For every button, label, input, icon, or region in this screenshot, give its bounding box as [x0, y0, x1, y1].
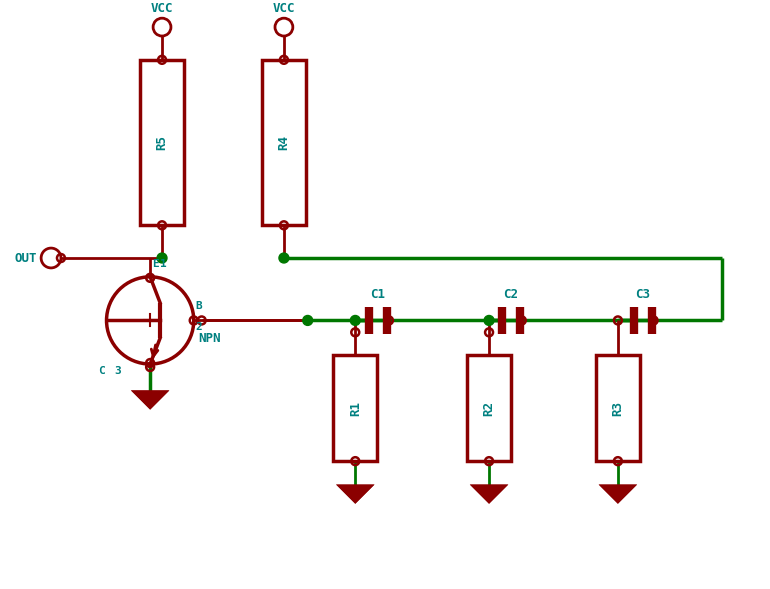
Bar: [140, 60, 184, 226]
Circle shape: [157, 253, 167, 263]
Circle shape: [279, 253, 289, 263]
Text: R1: R1: [349, 401, 362, 416]
Bar: [467, 355, 511, 461]
Text: C1: C1: [370, 287, 386, 300]
Text: R4: R4: [277, 135, 290, 150]
Text: C2: C2: [504, 287, 518, 300]
Text: NPN: NPN: [199, 332, 221, 345]
Circle shape: [484, 316, 494, 325]
Text: 3: 3: [115, 366, 121, 376]
Text: B: B: [196, 300, 203, 310]
Polygon shape: [602, 486, 634, 502]
Text: C: C: [98, 366, 105, 376]
Text: VCC: VCC: [151, 2, 173, 15]
Polygon shape: [340, 486, 371, 502]
Text: OUT: OUT: [15, 252, 37, 264]
Text: C3: C3: [635, 287, 650, 300]
Circle shape: [350, 316, 360, 325]
Circle shape: [303, 316, 313, 325]
Text: 2: 2: [196, 322, 203, 332]
Bar: [596, 355, 640, 461]
Text: R2: R2: [483, 401, 496, 416]
Text: R3: R3: [611, 401, 624, 416]
Polygon shape: [134, 392, 166, 408]
Polygon shape: [474, 486, 505, 502]
Text: 1: 1: [160, 259, 167, 269]
Text: VCC: VCC: [273, 2, 295, 15]
Bar: [262, 60, 306, 226]
Text: R5: R5: [156, 135, 169, 150]
Text: E: E: [152, 259, 159, 269]
Bar: [333, 355, 377, 461]
